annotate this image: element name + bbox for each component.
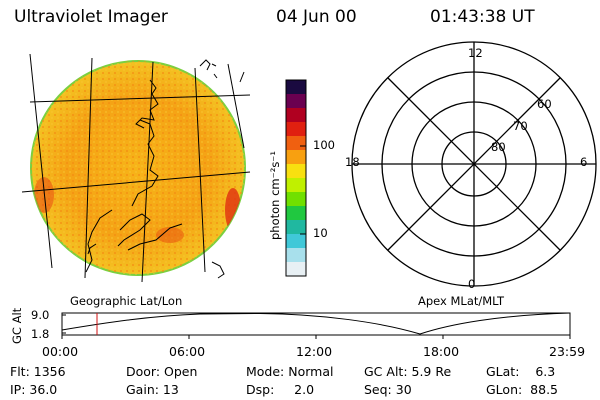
info-seq: Seq: 30 <box>364 382 412 397</box>
info-mode: Mode: Normal <box>246 364 334 379</box>
colorbar-band <box>286 150 306 165</box>
date-label: 04 Jun 00 <box>276 7 357 27</box>
info-glon: GLon: 88.5 <box>486 382 558 397</box>
info-gain: Gain: 13 <box>126 382 179 397</box>
info-ip: IP: 36.0 <box>10 382 58 397</box>
colorbar-band <box>286 164 306 179</box>
mlt-label-0: 0 <box>468 277 476 291</box>
altitude-xtick-1800: 18:00 <box>423 344 460 359</box>
colorbar-band <box>286 178 306 193</box>
info-flt: Flt: 1356 <box>10 364 66 379</box>
geo-panel-label: Geographic Lat/Lon <box>70 294 183 308</box>
uv-image-disk <box>30 60 246 276</box>
colorbar-band <box>286 262 306 277</box>
colorbar-band <box>286 136 306 151</box>
colorbar <box>286 80 306 277</box>
colorbar-band <box>286 94 306 109</box>
altitude-plot-ticks <box>61 314 571 339</box>
mlat-label-60: 60 <box>537 97 552 111</box>
colorbar-ticks <box>300 145 306 235</box>
coastline <box>85 59 245 279</box>
colorbar-band <box>286 248 306 263</box>
colorbar-band <box>286 192 306 207</box>
mlt-label-18: 18 <box>345 155 360 169</box>
info-gc-alt: GC Alt: 5.9 Re <box>364 364 452 379</box>
info-door: Door: Open <box>126 364 198 379</box>
colorbar-band <box>286 108 306 123</box>
colorbar-tick-100: 100 <box>313 138 335 152</box>
colorbar-band <box>286 234 306 249</box>
altitude-xtick-2359: 23:59 <box>549 344 586 359</box>
info-dsp: Dsp: 2.0 <box>246 382 315 397</box>
altitude-ytick-max: 9.0 <box>31 308 50 322</box>
time-label: 01:43:38 UT <box>430 7 535 27</box>
colorbar-tick-10: 10 <box>313 226 328 240</box>
altitude-xtick-1200: 12:00 <box>296 344 333 359</box>
colorbar-band <box>286 80 306 95</box>
instrument-title: Ultraviolet Imager <box>14 7 168 27</box>
mlat-label-80: 80 <box>491 140 506 154</box>
geo-grid-lines <box>21 53 251 283</box>
altitude-xtick-0600: 06:00 <box>169 344 206 359</box>
polar-panel-label: Apex MLat/MLT <box>418 294 505 308</box>
info-glat: GLat: 6.3 <box>486 364 556 379</box>
polar-plot <box>351 41 597 287</box>
mlat-label-70: 70 <box>513 119 528 133</box>
colorbar-band <box>286 206 306 221</box>
altitude-xtick-0000: 00:00 <box>42 344 79 359</box>
altitude-curve <box>61 312 571 335</box>
colorbar-band <box>286 220 306 235</box>
colorbar-band <box>286 122 306 137</box>
altitude-ylabel: GC Alt <box>10 307 24 344</box>
mlt-label-12: 12 <box>468 46 483 60</box>
colorbar-unit-label: photon cm⁻²s⁻¹ <box>268 151 282 240</box>
mlt-label-6: 6 <box>580 155 588 169</box>
altitude-ytick-min: 1.8 <box>31 327 50 341</box>
